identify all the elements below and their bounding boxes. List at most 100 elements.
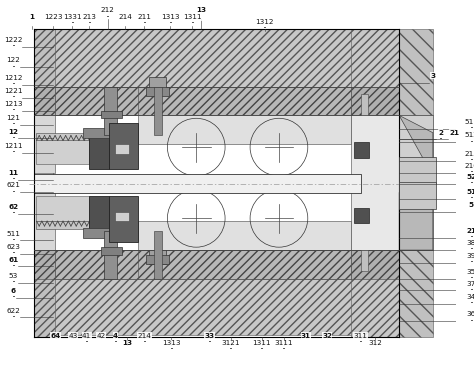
Bar bbox=[36, 196, 90, 221]
Text: 4: 4 bbox=[113, 333, 118, 339]
Bar bbox=[34, 86, 55, 115]
Text: 3: 3 bbox=[430, 73, 435, 79]
Bar bbox=[137, 250, 351, 279]
Text: 31: 31 bbox=[301, 333, 311, 339]
Text: 211: 211 bbox=[137, 14, 151, 20]
Bar bbox=[351, 86, 399, 115]
Bar bbox=[351, 29, 399, 115]
Text: 1313: 1313 bbox=[162, 340, 181, 346]
Text: 216: 216 bbox=[465, 163, 474, 169]
Text: 36: 36 bbox=[467, 311, 474, 317]
Bar bbox=[53, 277, 399, 335]
Bar bbox=[354, 208, 369, 223]
Bar bbox=[53, 250, 399, 279]
Text: 312: 312 bbox=[368, 340, 382, 346]
Bar bbox=[351, 250, 399, 279]
Text: 33: 33 bbox=[205, 333, 215, 339]
Bar bbox=[101, 111, 122, 118]
Text: 37: 37 bbox=[467, 281, 474, 287]
Bar bbox=[104, 231, 118, 279]
Text: 121: 121 bbox=[7, 115, 20, 121]
Bar bbox=[146, 86, 169, 96]
Text: 1311: 1311 bbox=[252, 340, 271, 346]
Text: 1221: 1221 bbox=[4, 88, 23, 94]
Bar bbox=[137, 86, 351, 115]
Text: 1331: 1331 bbox=[63, 14, 82, 20]
Polygon shape bbox=[399, 115, 433, 176]
Text: 53: 53 bbox=[9, 273, 18, 279]
Text: 3121: 3121 bbox=[222, 340, 240, 346]
Text: 621: 621 bbox=[7, 183, 20, 188]
Text: 622: 622 bbox=[7, 307, 20, 314]
Bar bbox=[83, 228, 117, 238]
Bar bbox=[53, 115, 399, 250]
Text: 1222: 1222 bbox=[4, 37, 23, 43]
Bar bbox=[109, 196, 137, 242]
Text: 34: 34 bbox=[467, 294, 474, 300]
Bar bbox=[154, 231, 162, 279]
Bar bbox=[116, 144, 129, 154]
Bar bbox=[34, 29, 55, 115]
Bar bbox=[34, 115, 55, 173]
Bar bbox=[399, 115, 433, 250]
Text: 5: 5 bbox=[469, 202, 474, 208]
Text: 64: 64 bbox=[51, 333, 61, 339]
Text: 39: 39 bbox=[467, 253, 474, 259]
Bar bbox=[399, 250, 433, 337]
Bar bbox=[354, 142, 369, 158]
Text: 21: 21 bbox=[466, 228, 474, 234]
Text: 42: 42 bbox=[96, 333, 106, 339]
Bar bbox=[53, 86, 399, 115]
Bar bbox=[351, 250, 399, 337]
Bar bbox=[34, 250, 55, 337]
Bar bbox=[109, 123, 137, 169]
Text: 41: 41 bbox=[82, 333, 91, 339]
Bar bbox=[53, 29, 399, 86]
Bar bbox=[399, 29, 433, 115]
Bar bbox=[36, 133, 90, 141]
Text: 38: 38 bbox=[467, 240, 474, 246]
Text: 61: 61 bbox=[9, 257, 18, 262]
Text: 6: 6 bbox=[11, 288, 16, 294]
Text: 1211: 1211 bbox=[4, 143, 23, 149]
Bar bbox=[53, 86, 399, 115]
Text: 1312: 1312 bbox=[255, 19, 274, 25]
Bar bbox=[154, 86, 162, 135]
Bar bbox=[104, 86, 118, 135]
Text: 512: 512 bbox=[465, 132, 474, 138]
Bar bbox=[36, 141, 90, 164]
Text: 1212: 1212 bbox=[4, 75, 23, 81]
Bar bbox=[116, 212, 129, 221]
Text: 3111: 3111 bbox=[274, 340, 293, 346]
Bar bbox=[34, 193, 55, 250]
Text: 62: 62 bbox=[9, 203, 18, 210]
Text: 43: 43 bbox=[68, 333, 78, 339]
Text: 212: 212 bbox=[101, 7, 115, 14]
Bar bbox=[34, 250, 55, 279]
Bar bbox=[53, 250, 399, 279]
Bar bbox=[399, 182, 436, 209]
Bar bbox=[361, 94, 368, 115]
Text: 11: 11 bbox=[9, 170, 18, 176]
Bar bbox=[90, 196, 109, 233]
Text: 1311: 1311 bbox=[183, 14, 201, 20]
Bar bbox=[351, 115, 399, 250]
Text: 21: 21 bbox=[449, 130, 459, 135]
Text: 213: 213 bbox=[82, 14, 96, 20]
Text: 32: 32 bbox=[322, 333, 332, 339]
Text: 214: 214 bbox=[118, 14, 132, 20]
Text: 511: 511 bbox=[465, 119, 474, 125]
Bar bbox=[34, 174, 361, 193]
Bar bbox=[361, 250, 368, 271]
Bar bbox=[149, 250, 166, 265]
Bar bbox=[137, 115, 351, 144]
Text: 311: 311 bbox=[354, 333, 368, 339]
Text: 623: 623 bbox=[7, 244, 20, 250]
Bar bbox=[149, 77, 166, 92]
Text: 12: 12 bbox=[9, 128, 18, 135]
Text: 1: 1 bbox=[29, 14, 34, 20]
Text: 13: 13 bbox=[122, 340, 132, 346]
Bar bbox=[399, 157, 436, 184]
Bar bbox=[137, 221, 351, 250]
Text: 214: 214 bbox=[137, 333, 151, 339]
